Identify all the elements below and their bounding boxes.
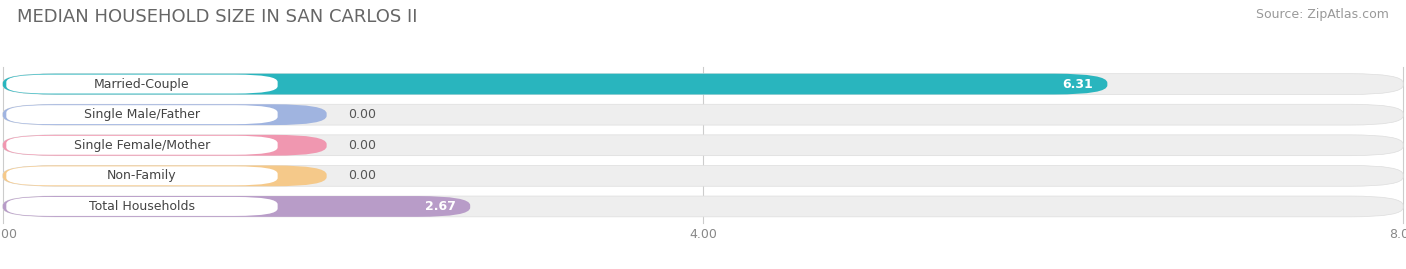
- FancyBboxPatch shape: [6, 136, 277, 155]
- FancyBboxPatch shape: [3, 74, 1403, 94]
- Text: Total Households: Total Households: [89, 200, 195, 213]
- Text: Non-Family: Non-Family: [107, 169, 177, 182]
- Text: Source: ZipAtlas.com: Source: ZipAtlas.com: [1256, 8, 1389, 21]
- Text: 2.67: 2.67: [425, 200, 456, 213]
- Text: Single Male/Father: Single Male/Father: [84, 108, 200, 121]
- Text: Single Female/Mother: Single Female/Mother: [75, 139, 209, 152]
- FancyBboxPatch shape: [6, 75, 277, 94]
- Text: MEDIAN HOUSEHOLD SIZE IN SAN CARLOS II: MEDIAN HOUSEHOLD SIZE IN SAN CARLOS II: [17, 8, 418, 26]
- Text: 0.00: 0.00: [347, 108, 375, 121]
- FancyBboxPatch shape: [3, 196, 1403, 217]
- FancyBboxPatch shape: [6, 197, 277, 216]
- Text: 0.00: 0.00: [347, 169, 375, 182]
- FancyBboxPatch shape: [6, 166, 277, 185]
- FancyBboxPatch shape: [6, 105, 277, 124]
- Text: Married-Couple: Married-Couple: [94, 77, 190, 91]
- FancyBboxPatch shape: [3, 74, 1108, 94]
- Text: 0.00: 0.00: [347, 139, 375, 152]
- FancyBboxPatch shape: [3, 135, 326, 156]
- FancyBboxPatch shape: [3, 165, 1403, 186]
- FancyBboxPatch shape: [3, 135, 1403, 156]
- FancyBboxPatch shape: [3, 165, 326, 186]
- FancyBboxPatch shape: [3, 104, 326, 125]
- FancyBboxPatch shape: [3, 196, 470, 217]
- FancyBboxPatch shape: [3, 104, 1403, 125]
- Text: 6.31: 6.31: [1063, 77, 1094, 91]
